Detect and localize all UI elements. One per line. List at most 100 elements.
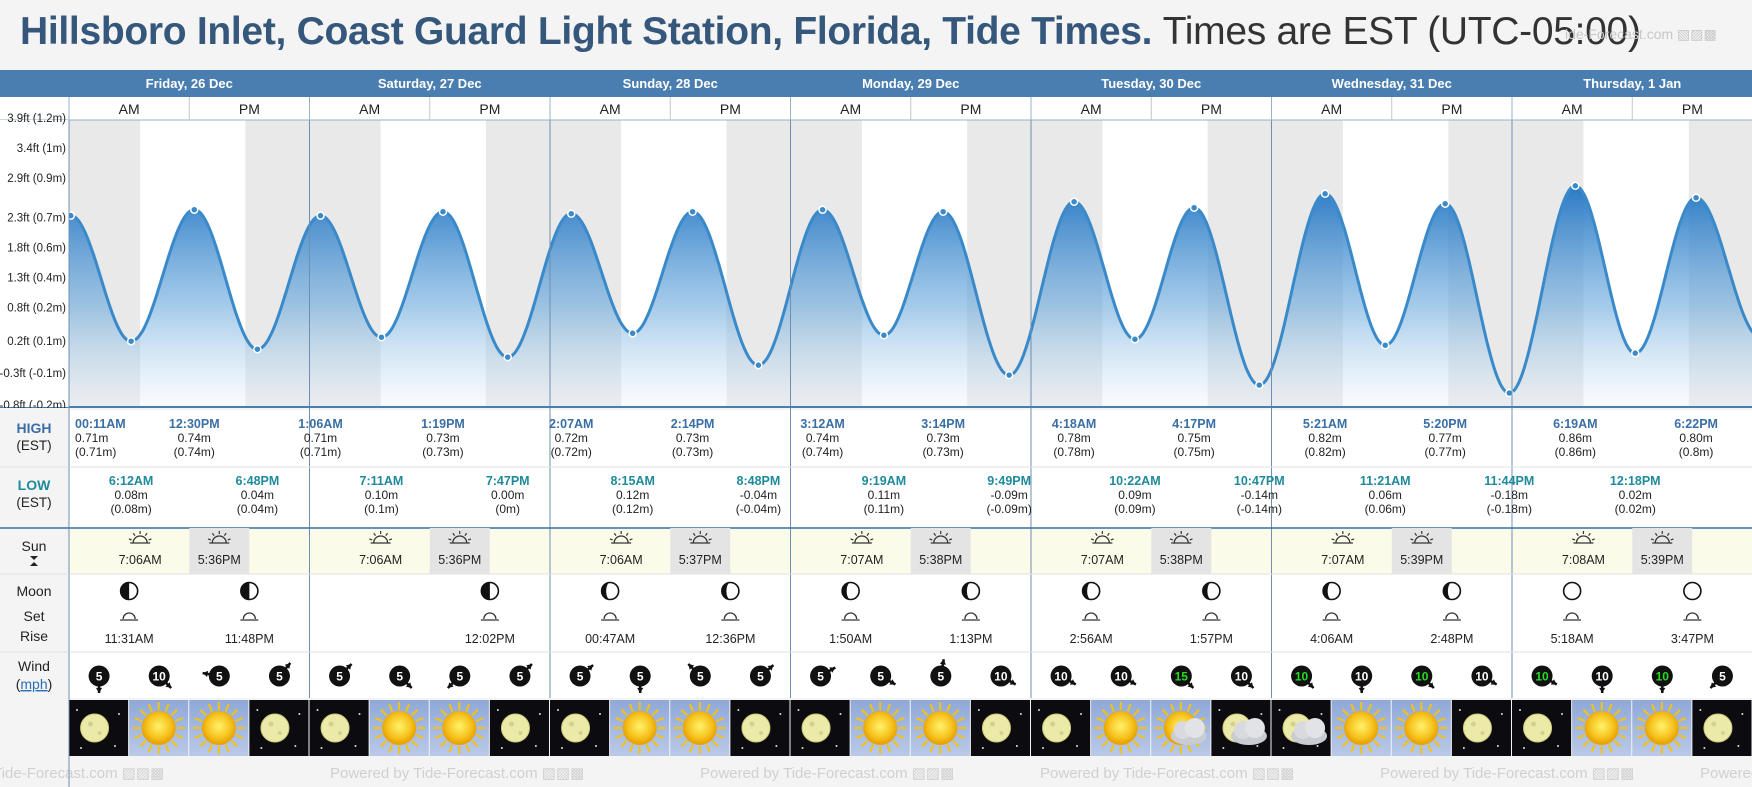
- tide-point-low: [1130, 334, 1140, 344]
- wind-speed-badge: [569, 665, 591, 687]
- sunset-time: 5:36PM: [198, 553, 241, 567]
- sunrise-icon: [1571, 531, 1595, 544]
- sunset-icon: [207, 531, 231, 544]
- wind-indicator: 10: [1110, 665, 1137, 687]
- ampm-bar: [0, 97, 1752, 120]
- wind-speed-badge: [208, 665, 230, 687]
- weather-sun-icon: [850, 700, 910, 756]
- tide-height: 0.06m: [1369, 488, 1402, 502]
- moon-phase-icon: [480, 581, 500, 601]
- weather-sun-icon: [429, 700, 489, 756]
- tide-time: 2:14PM: [671, 417, 715, 431]
- tide-time: 6:22PM: [1674, 417, 1718, 431]
- day-dividers: [0, 70, 1752, 698]
- low-tz-label: (EST): [16, 495, 51, 510]
- weather-night-icon: [730, 700, 790, 756]
- moon-rise-label: Rise: [20, 628, 48, 644]
- tide-height: 0.74m: [806, 431, 839, 445]
- wind-speed-badge: [810, 665, 832, 687]
- tide-height-alt: (0.74m): [802, 445, 843, 459]
- sun-toggle-icon[interactable]: [30, 556, 38, 566]
- tide-point-high: [818, 205, 827, 214]
- tide-height: 0.09m: [1118, 488, 1151, 502]
- tide-time: 00:11AM: [75, 417, 126, 431]
- y-tick-label: 0.2ft (0.1m): [7, 336, 66, 348]
- tide-height: 0.80m: [1679, 431, 1712, 445]
- tide-height: 0.08m: [114, 488, 147, 502]
- weather-night-icon: [550, 700, 610, 756]
- tide-point-low: [1380, 340, 1390, 350]
- tide-point-high: [1189, 203, 1199, 212]
- wind-speed-badge: [1411, 665, 1433, 687]
- tide-height: 0.12m: [616, 488, 649, 502]
- tide-height: 0.74m: [178, 431, 211, 445]
- moonrise-icon: [1082, 612, 1101, 621]
- timezone-note: Times are EST (UTC-05:00): [1162, 10, 1641, 53]
- moon-time: 4:06AM: [1310, 632, 1353, 646]
- info-rows: 00:11AM0.71m(0.71m)6:12AM0.08m(0.08m)12:…: [0, 417, 1752, 787]
- moon-phase-icon: [600, 581, 620, 601]
- wind-indicator: 5: [1709, 665, 1733, 689]
- tide-height: 0.02m: [1619, 488, 1652, 502]
- weather-night-icon: [1451, 700, 1511, 756]
- pm-label: PM: [479, 101, 500, 117]
- moon-phase-icon: [841, 581, 860, 601]
- tide-height: 0.73m: [926, 431, 959, 445]
- sunrise-icon: [609, 531, 633, 544]
- tide-point-high: [688, 207, 697, 216]
- moonrise-icon: [721, 612, 740, 621]
- tide-time: 9:19AM: [862, 474, 906, 488]
- tide-height-alt: (0.73m): [922, 445, 963, 459]
- tide-point-high: [1320, 189, 1330, 199]
- moonrise-icon: [1683, 612, 1702, 621]
- tide-time: 5:21AM: [1303, 417, 1347, 431]
- weather-sun-icon: [610, 700, 670, 756]
- sunset-time: 5:37PM: [679, 553, 722, 567]
- wind-speed-badge: [990, 665, 1012, 687]
- watermark-top: ide-Forecast.com ▧▨▩: [1565, 26, 1717, 42]
- tide-height: 0.11m: [868, 488, 900, 502]
- low-label: LOW: [18, 477, 51, 493]
- wind-speed: 5: [637, 670, 644, 684]
- tide-height: 0.86m: [1559, 431, 1592, 445]
- tide-point-low: [754, 360, 763, 370]
- sun-label: Sun: [22, 538, 47, 554]
- tide-time: 10:22AM: [1109, 474, 1160, 488]
- wind-speed-badge: [1291, 665, 1313, 687]
- tide-time: 4:18AM: [1052, 417, 1096, 431]
- tide-time: 8:48PM: [737, 474, 781, 488]
- wind-unit-link[interactable]: mph: [20, 676, 47, 692]
- tide-height-alt: (0.12m): [612, 502, 653, 516]
- weather-night-icon: [1692, 700, 1752, 756]
- tide-height: 0.77m: [1428, 431, 1461, 445]
- am-label: AM: [1562, 101, 1583, 117]
- pm-label: PM: [720, 101, 741, 117]
- weather-night-icon: [1031, 700, 1091, 756]
- sunrise-time: 7:07AM: [1081, 553, 1124, 567]
- tide-point-high: [316, 211, 325, 220]
- weather-night-icon: [249, 700, 309, 756]
- wind-speed: 10: [1355, 670, 1369, 684]
- y-axis-bg: [0, 120, 69, 407]
- y-tick-label: 2.3ft (0.7m): [7, 213, 66, 225]
- title-text: Hillsboro Inlet, Coast Guard Light Stati…: [20, 10, 1153, 53]
- moon-time: 11:48PM: [225, 632, 274, 646]
- wind-indicator: 10: [1531, 665, 1558, 687]
- tide-point-high: [1691, 193, 1701, 202]
- wind-speed-badge: [1531, 665, 1553, 687]
- tide-point-high: [69, 211, 76, 220]
- weather-sun-icon: [369, 700, 429, 756]
- tide-height-alt: (0.82m): [1304, 445, 1345, 459]
- wind-speed-badge: [389, 665, 411, 687]
- am-label: AM: [600, 101, 621, 117]
- wind-speed-badge: [88, 665, 110, 687]
- sunrise-time: 7:06AM: [119, 553, 162, 567]
- wind-speed-badge: [1591, 665, 1613, 687]
- wind-speed: 10: [1115, 670, 1129, 684]
- wind-speed-badge: [148, 665, 170, 687]
- wind-indicator: 5: [569, 664, 594, 687]
- weather-sun-icon: [1091, 700, 1151, 756]
- tide-point-high: [438, 207, 448, 216]
- wind-indicator: 5: [329, 663, 353, 687]
